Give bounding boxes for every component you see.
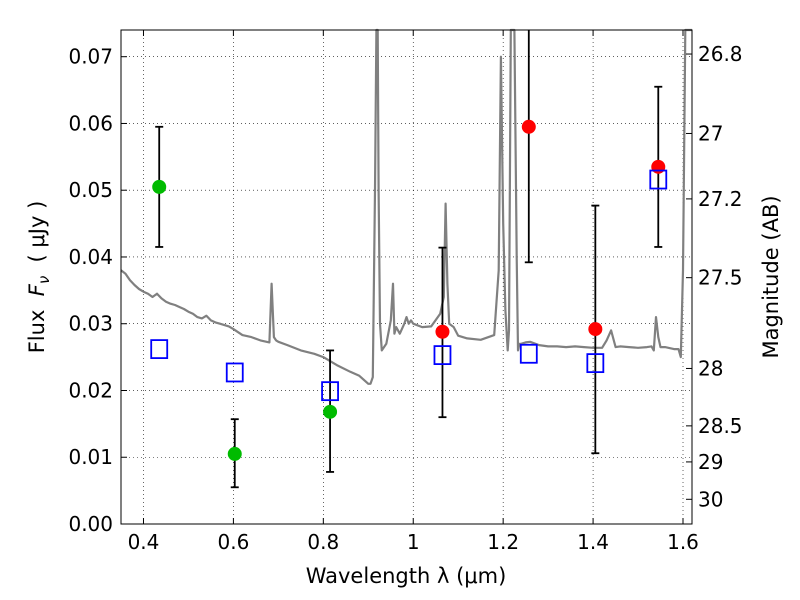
data-point — [227, 446, 242, 461]
y2-tick-label: 27.5 — [698, 266, 743, 290]
model-square — [649, 169, 668, 190]
x-tick-label: 0.4 — [128, 530, 160, 554]
spectrum-line — [120, 28, 692, 385]
data-point — [588, 322, 603, 337]
y-tick-label: 0.07 — [68, 45, 113, 69]
y-tick-label: 0.05 — [68, 178, 113, 202]
data-point — [323, 404, 338, 419]
y2-tick-label: 29 — [698, 450, 723, 474]
y2-tick-label: 27.2 — [698, 187, 743, 211]
y2-axis-label: Magnitude (AB) — [759, 195, 783, 358]
y2-tick-label: 28.5 — [698, 414, 743, 438]
x-tick-label: 1.4 — [577, 530, 609, 554]
ticks-layer: 0.4 0.6 0.8 1 1.2 1.4 1.6 0.00 0.01 0.02 0.03 0.04 0… — [68, 30, 743, 554]
model-square — [321, 381, 339, 402]
x-axis-label: Wavelength λ (μm) — [306, 564, 507, 588]
y-tick-label: 0.03 — [68, 312, 113, 336]
y-tick-label: 0.00 — [68, 512, 113, 536]
y-tick-label: 0.04 — [68, 245, 113, 269]
data-point — [651, 159, 666, 174]
x-tick-label: 0.6 — [217, 530, 249, 554]
data-point — [435, 324, 450, 339]
plot-frame — [120, 29, 693, 525]
x-tick-label: 0.8 — [307, 530, 339, 554]
y-tick-label: 0.06 — [68, 111, 113, 135]
y2-tick-label: 26.8 — [698, 42, 743, 66]
x-tick-label: 1 — [407, 530, 420, 554]
x-tick-label: 1.2 — [487, 530, 519, 554]
x-tick-label: 1.6 — [667, 530, 699, 554]
errorbar-layer — [155, 30, 663, 489]
data-point — [521, 119, 536, 134]
y2-tick-label: 30 — [698, 487, 723, 511]
model-square — [225, 362, 244, 383]
y-tick-label: 0.01 — [68, 445, 113, 469]
model-square — [433, 345, 452, 366]
model-square — [586, 353, 605, 374]
model-square — [519, 343, 538, 364]
y2-tick-label: 27 — [698, 121, 723, 145]
y2-tick-label: 28 — [698, 356, 723, 380]
y-tick-label: 0.02 — [68, 378, 113, 402]
grid — [121, 30, 692, 525]
points-layer — [150, 119, 668, 461]
data-point — [152, 179, 167, 194]
y-axis-label: Flux Fν ( μJy ) — [25, 201, 53, 354]
spectrum-layer — [120, 28, 692, 385]
model-square — [150, 339, 169, 359]
